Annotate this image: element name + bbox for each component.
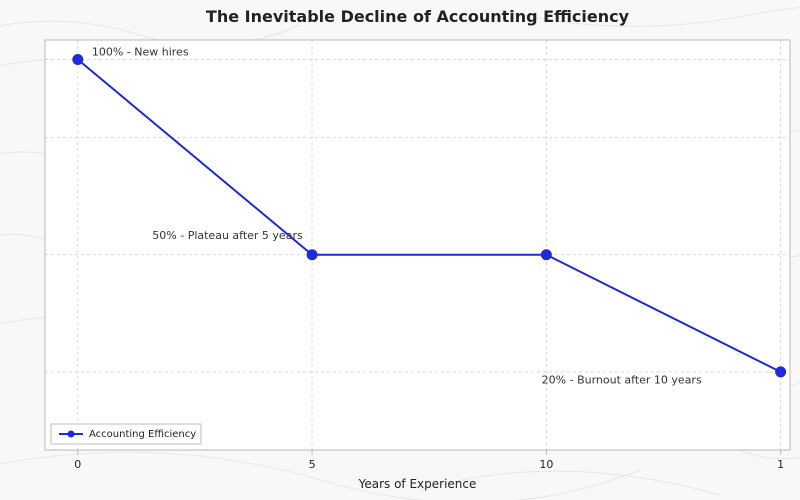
x-tick-label: 1	[777, 458, 784, 471]
legend-label: Accounting Efficiency	[89, 429, 196, 440]
series-marker	[776, 367, 786, 377]
x-tick-label: 5	[309, 458, 316, 471]
series-marker	[73, 55, 83, 65]
chart-svg: 0 5 10 1 The Inevitable Decline of Accountin…	[0, 0, 800, 500]
series-marker	[541, 250, 551, 260]
chart-container: 0 5 10 1 The Inevitable Decline of Accountin…	[0, 0, 800, 500]
x-axis-label: Years of Experience	[358, 477, 477, 491]
x-tick-label: 0	[74, 458, 81, 471]
x-tick-label: 10	[539, 458, 553, 471]
annotation: 20% - Burnout after 10 years	[542, 374, 702, 387]
chart-title: The Inevitable Decline of Accounting Eff…	[206, 7, 630, 26]
annotation: 50% - Plateau after 5 years	[152, 229, 303, 242]
plot-area	[45, 40, 790, 450]
annotation: 100% - New hires	[92, 46, 189, 59]
legend: Accounting Efficiency	[51, 424, 201, 444]
series-marker	[307, 250, 317, 260]
